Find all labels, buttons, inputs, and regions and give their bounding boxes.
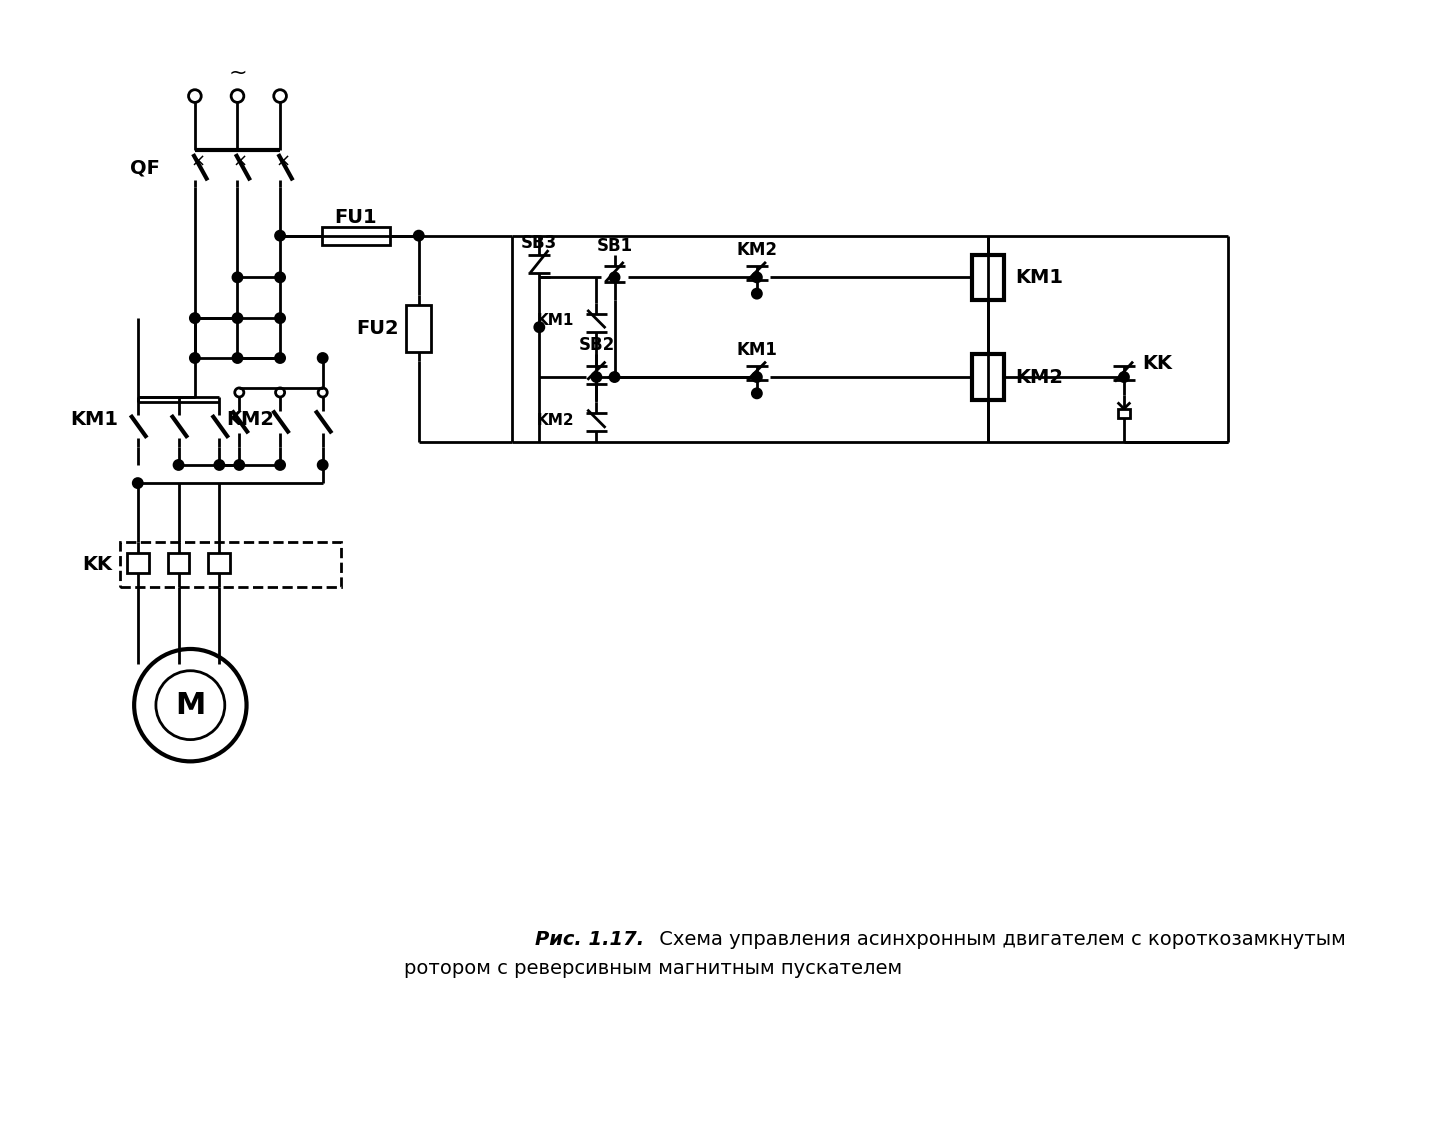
Circle shape xyxy=(235,460,243,469)
Circle shape xyxy=(592,373,600,382)
Circle shape xyxy=(233,273,242,282)
Circle shape xyxy=(189,90,202,102)
Bar xyxy=(120,542,341,587)
Circle shape xyxy=(275,354,285,363)
Bar xyxy=(1117,409,1130,418)
Text: SB2: SB2 xyxy=(579,336,615,355)
Text: KK: KK xyxy=(1142,354,1172,373)
Text: FU2: FU2 xyxy=(356,319,399,338)
Text: SB1: SB1 xyxy=(596,237,632,255)
Text: QF: QF xyxy=(130,158,160,177)
Bar xyxy=(972,355,1004,400)
Text: KM2: KM2 xyxy=(536,413,573,428)
Text: FU1: FU1 xyxy=(334,208,377,227)
Text: ротором с реверсивным магнитным пускателем: ротором с реверсивным магнитным пускател… xyxy=(403,959,901,977)
Circle shape xyxy=(190,354,199,363)
Bar xyxy=(127,553,148,573)
Circle shape xyxy=(415,231,423,240)
Circle shape xyxy=(534,322,544,331)
Circle shape xyxy=(752,289,762,299)
Circle shape xyxy=(318,387,327,398)
Text: KM1: KM1 xyxy=(1015,268,1063,286)
Text: Схема управления асинхронным двигателем с короткозамкнутым: Схема управления асинхронным двигателем … xyxy=(652,930,1345,949)
Circle shape xyxy=(318,460,327,469)
Text: ~: ~ xyxy=(228,63,246,82)
Circle shape xyxy=(156,670,225,740)
Circle shape xyxy=(174,460,183,469)
Circle shape xyxy=(752,273,762,282)
Text: SB3: SB3 xyxy=(521,234,557,252)
Circle shape xyxy=(318,354,327,363)
Circle shape xyxy=(275,231,285,240)
Text: M: M xyxy=(176,691,206,720)
Bar xyxy=(972,255,1004,300)
Circle shape xyxy=(752,389,762,398)
Circle shape xyxy=(233,354,242,363)
Text: KM1: KM1 xyxy=(536,313,573,328)
Bar xyxy=(321,227,390,245)
Circle shape xyxy=(274,90,287,102)
Circle shape xyxy=(275,387,285,398)
Circle shape xyxy=(275,273,285,282)
Text: Рис. 1.17.: Рис. 1.17. xyxy=(534,930,644,949)
Circle shape xyxy=(275,460,285,469)
Text: KK: KK xyxy=(82,555,112,574)
Text: ×: × xyxy=(233,153,248,171)
Text: ×: × xyxy=(275,153,291,171)
Text: KM1: KM1 xyxy=(69,410,118,429)
Text: KM2: KM2 xyxy=(736,241,778,259)
Text: ×: × xyxy=(190,153,204,171)
Circle shape xyxy=(190,313,199,322)
Circle shape xyxy=(611,373,619,382)
Circle shape xyxy=(235,387,243,398)
Text: KM1: KM1 xyxy=(736,341,778,359)
Circle shape xyxy=(232,90,243,102)
Bar xyxy=(209,553,230,573)
Text: KM2: KM2 xyxy=(1015,367,1063,386)
Circle shape xyxy=(134,649,246,761)
Circle shape xyxy=(233,313,242,322)
Circle shape xyxy=(215,460,223,469)
Text: KM2: KM2 xyxy=(226,410,275,429)
Circle shape xyxy=(752,373,762,382)
Circle shape xyxy=(1119,373,1129,382)
Circle shape xyxy=(275,313,285,322)
Bar xyxy=(406,304,432,351)
Circle shape xyxy=(134,478,143,487)
Bar xyxy=(167,553,190,573)
Circle shape xyxy=(611,273,619,282)
